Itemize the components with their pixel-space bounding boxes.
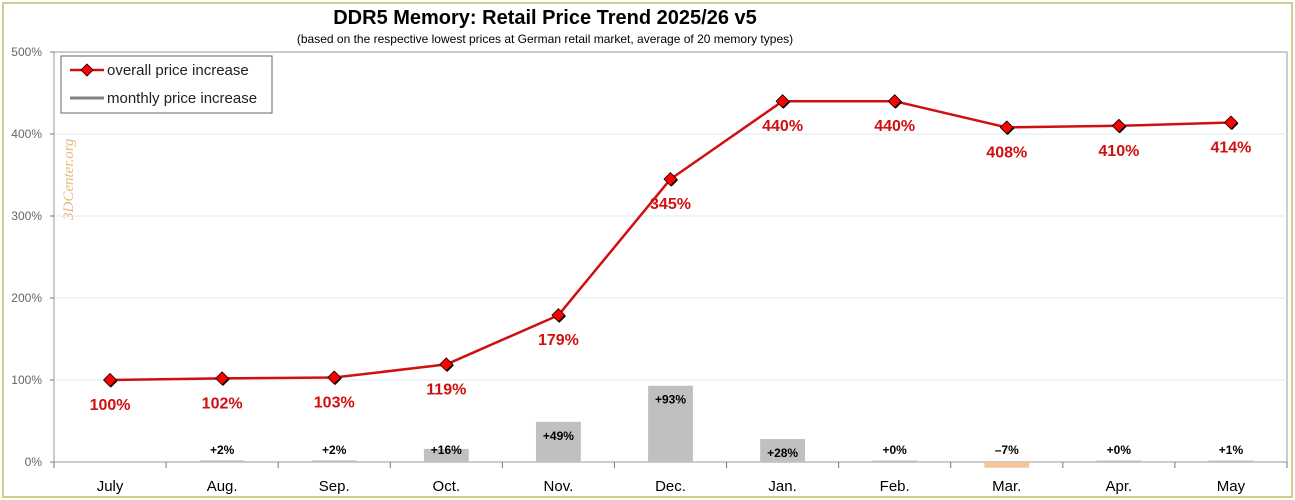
y-tick-label-100: 100% (11, 373, 42, 387)
marker-nov (551, 308, 566, 323)
marker-aug (215, 371, 230, 386)
bar-label-may: +1% (1219, 443, 1244, 457)
bar-nov (535, 421, 581, 462)
marker-sep (327, 370, 342, 385)
bar-feb (872, 460, 918, 462)
y-axis: 0% 100% 200% 300% 400% 500% (11, 45, 54, 469)
y-tick-label-200: 200% (11, 291, 42, 305)
overall-line (102, 94, 1239, 388)
bar-label-sep: +2% (322, 443, 347, 457)
point-label-apr: 410% (1098, 143, 1139, 160)
x-tick-label-july: July (97, 478, 124, 495)
bar-label-dec: +93% (655, 393, 686, 407)
bar-oct (423, 448, 469, 462)
x-tick-label-apr: Apr. (1106, 478, 1133, 495)
point-label-may: 414% (1210, 140, 1251, 157)
x-tick-label-jan: Jan. (768, 478, 796, 495)
point-label-mar: 408% (986, 144, 1027, 161)
y-tick-label-0: 0% (25, 455, 43, 469)
point-label-sep: 103% (314, 395, 355, 412)
legend: overall price increase monthly price inc… (60, 55, 273, 114)
bar-may (1208, 460, 1254, 462)
point-label-aug: 102% (202, 395, 243, 412)
point-label-feb: 440% (874, 118, 915, 135)
bar-dec (648, 385, 693, 462)
bar-mar (984, 462, 1030, 468)
bar-label-oct: +16% (431, 443, 462, 457)
bar-label-jan: +28% (767, 446, 798, 460)
bar-label-feb: +0% (883, 443, 908, 457)
watermark: 3DCenter.org (61, 138, 77, 221)
marker-dec (663, 172, 678, 187)
legend-box (60, 55, 273, 114)
chart-title: DDR5 Memory: Retail Price Trend 2025/26 … (333, 7, 757, 29)
marker-oct (439, 357, 454, 372)
x-axis: July Aug. Sep. Oct. Nov. Dec. Jan. Feb. Mar. Apr.… (53, 462, 1288, 495)
x-tick-label-may: May (1217, 478, 1246, 495)
bar-aug (199, 460, 245, 462)
bar-label-aug: +2% (210, 443, 235, 457)
legend-label-overall: overall price increase (107, 62, 249, 79)
point-label-jan: 440% (762, 118, 803, 135)
bar-jan (760, 439, 806, 462)
x-tick-label-mar: Mar. (992, 478, 1021, 495)
data-labels: +2% +2% +16% +49% +93% +28% +0% –7% +0% +1% 100% 10… (90, 118, 1252, 460)
x-tick-label-dec: Dec. (655, 478, 686, 495)
x-tick-label-nov: Nov. (544, 478, 574, 495)
marker-jan (775, 94, 790, 109)
y-tick-label-400: 400% (11, 127, 42, 141)
point-label-dec: 345% (650, 196, 691, 213)
point-label-july: 100% (90, 397, 131, 414)
chart-subtitle: (based on the respective lowest prices a… (297, 32, 793, 46)
point-label-oct: 119% (426, 381, 466, 398)
legend-label-monthly: monthly price increase (107, 90, 257, 107)
point-label-nov: 179% (538, 332, 579, 349)
x-tick-label-feb: Feb. (880, 478, 910, 495)
marker-july (102, 372, 118, 388)
overall-price-line (110, 99, 1231, 382)
y-tick-label-300: 300% (11, 209, 42, 223)
bar-apr (1096, 460, 1142, 462)
x-tick-label-aug: Aug. (207, 478, 238, 495)
bar-sep (311, 460, 357, 462)
bar-label-mar: –7% (995, 443, 1019, 457)
marker-feb (887, 94, 902, 109)
legend-marker-overall (80, 63, 94, 77)
x-tick-label-sep: Sep. (319, 478, 350, 495)
bar-label-nov: +49% (543, 429, 574, 443)
marker-mar (999, 120, 1014, 135)
x-tick-label-oct: Oct. (433, 478, 461, 495)
bar-label-apr: +0% (1107, 443, 1132, 457)
marker-may (1223, 115, 1239, 130)
marker-apr (1111, 118, 1126, 133)
y-tick-label-500: 500% (11, 45, 42, 59)
monthly-bars (199, 385, 1254, 468)
